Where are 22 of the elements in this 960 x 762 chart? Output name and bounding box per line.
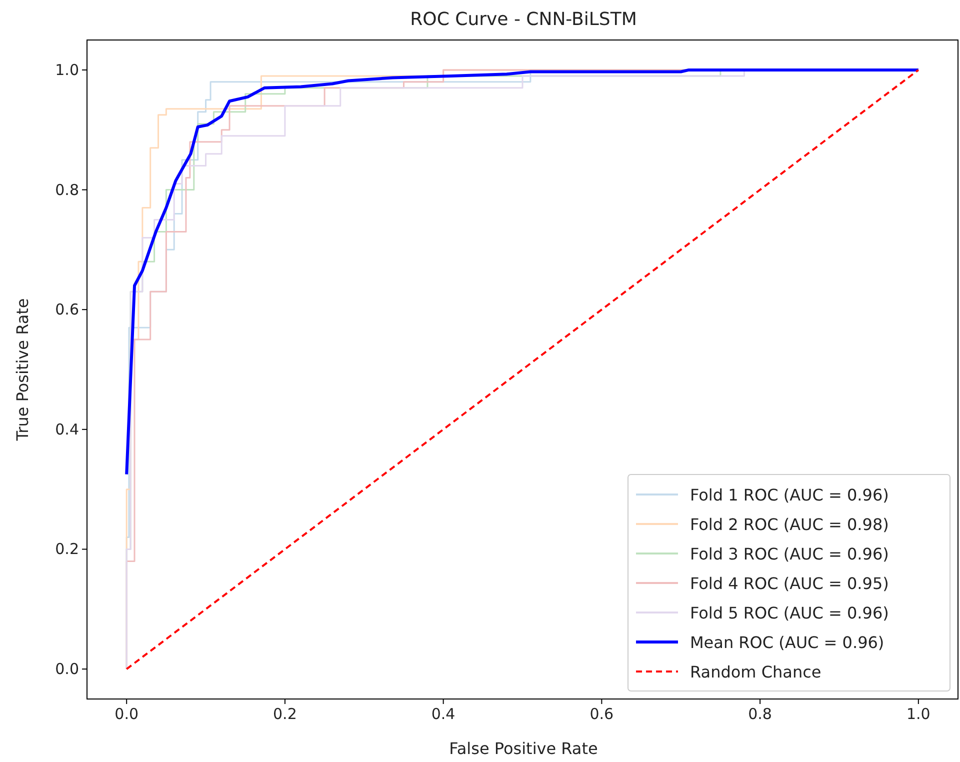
x-tick-label: 0.4 xyxy=(431,705,456,723)
legend-label: Random Chance xyxy=(690,662,822,682)
legend-label: Fold 3 ROC (AUC = 0.96) xyxy=(690,544,889,564)
x-axis-title: False Positive Rate xyxy=(449,739,598,758)
chart-title: ROC Curve - CNN-BiLSTM xyxy=(410,9,637,30)
y-tick-label: 0.0 xyxy=(55,660,79,678)
y-tick-label: 1.0 xyxy=(55,60,79,79)
x-tick-label: 0.0 xyxy=(114,705,139,723)
y-axis-title: True Positive Rate xyxy=(13,298,32,442)
x-tick-label: 0.2 xyxy=(273,705,297,723)
y-tick-label: 0.8 xyxy=(55,180,79,199)
y-tick-label: 0.2 xyxy=(55,540,79,558)
legend-label: Mean ROC (AUC = 0.96) xyxy=(690,633,884,652)
legend-label: Fold 1 ROC (AUC = 0.96) xyxy=(690,486,889,504)
x-tick-label: 1.0 xyxy=(906,705,930,723)
x-tick-label: 0.6 xyxy=(590,705,614,723)
x-tick-label: 0.8 xyxy=(748,705,772,723)
legend-label: Fold 5 ROC (AUC = 0.96) xyxy=(690,604,889,622)
legend-label: Fold 2 ROC (AUC = 0.98) xyxy=(690,515,889,534)
legend-label: Fold 4 ROC (AUC = 0.95) xyxy=(690,574,889,593)
y-tick-label: 0.6 xyxy=(55,300,79,319)
y-tick-label: 0.4 xyxy=(55,420,79,438)
